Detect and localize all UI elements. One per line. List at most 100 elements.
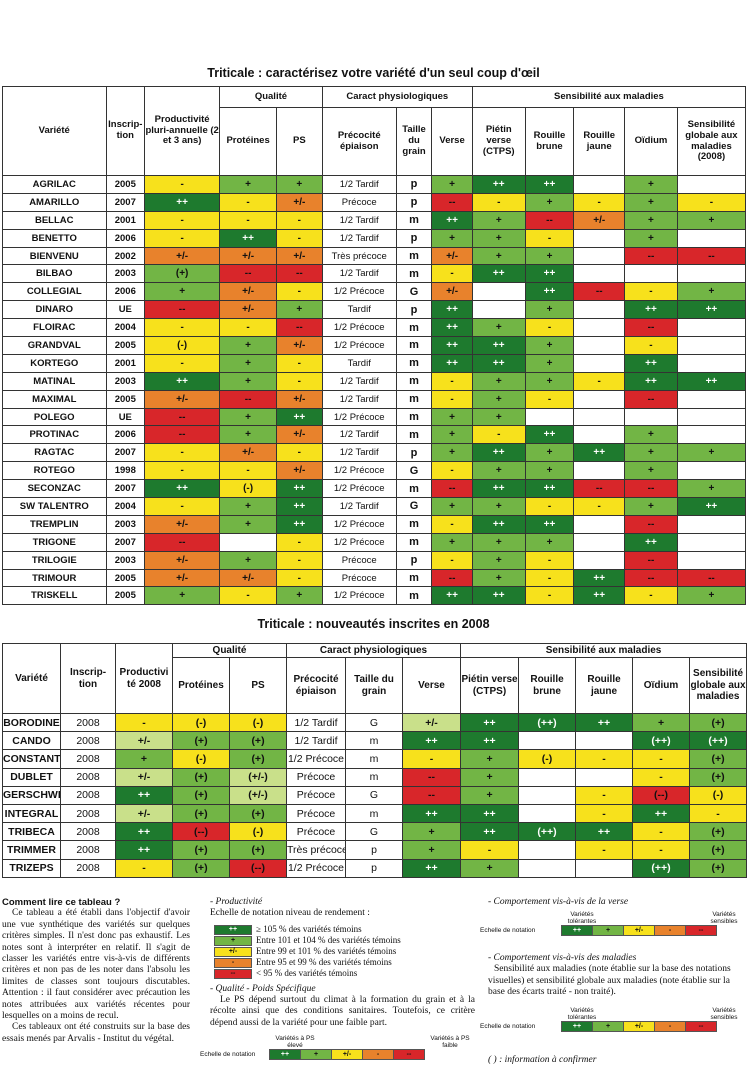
cell-taille: G bbox=[345, 822, 403, 842]
cell-oidium: + bbox=[624, 175, 678, 194]
cell-ps: (--) bbox=[229, 858, 287, 878]
cell-ps: (+) bbox=[229, 803, 287, 824]
cell-pietin: + bbox=[471, 389, 526, 409]
cell-taille: p bbox=[395, 443, 433, 463]
variety-name: BELLAC bbox=[2, 210, 107, 230]
cell-pietin: + bbox=[471, 318, 526, 338]
cell-rouille-jaune bbox=[573, 318, 626, 338]
cell-productivite: - bbox=[115, 712, 173, 733]
cell-pietin: ++ bbox=[471, 353, 526, 373]
cell-precocite: 1/2 Tardif bbox=[321, 175, 397, 194]
cell-proteines: +/- bbox=[219, 568, 277, 588]
scale-box: +/- bbox=[623, 1021, 655, 1032]
cell-taille: m bbox=[395, 389, 433, 409]
scale-box: ++ bbox=[269, 1049, 301, 1060]
variety-name: TRIBECA bbox=[2, 822, 61, 842]
cell-oidium: - bbox=[632, 822, 691, 842]
table-row: TRISKELL 2005 + - +1/2 Précoce m ++ ++ - ++ - + bbox=[2, 586, 747, 606]
cell-ps: - bbox=[276, 228, 323, 248]
cell-productivite: - bbox=[144, 318, 221, 338]
cell-ps: ++ bbox=[276, 407, 323, 427]
cell-taille: m bbox=[345, 803, 403, 824]
variety-name: TRISKELL bbox=[2, 586, 107, 606]
cell-productivite: + bbox=[144, 586, 221, 606]
cell-ps: - bbox=[276, 353, 323, 373]
cell-rouille-jaune bbox=[573, 425, 626, 445]
cell-pietin: ++ bbox=[460, 803, 520, 824]
cell-oidium: ++ bbox=[624, 532, 678, 552]
table-row: BELLAC 2001- - -1/2 Tardif m ++ + -- +/- + + bbox=[2, 210, 747, 230]
header2-inscription: Inscrip-tion bbox=[60, 643, 116, 714]
cell-precocite: Précoce bbox=[321, 568, 397, 588]
variety-table-body: AGRILAC 2005- + +1/2 Tardif p + ++ ++ + AMARILLO 2… bbox=[2, 175, 747, 606]
cell-taille: G bbox=[395, 282, 433, 302]
cell-rouille-jaune: ++ bbox=[573, 443, 626, 463]
cell-precocite: Précoce bbox=[286, 767, 346, 787]
cell-rouille-brune: + bbox=[524, 192, 575, 212]
cell-verse: ++ bbox=[401, 731, 462, 751]
header2-globale: Sensibilité globale aux maladies bbox=[689, 657, 747, 714]
ps-scale: Variétés à PS élevé Variétés à PS faible… bbox=[200, 1035, 480, 1060]
productivity-legend-items: ++ ≥ 105 % des variétés témoins + Entre 101… bbox=[214, 924, 475, 979]
legend-swatch: +/- bbox=[214, 946, 252, 957]
cell-proteines bbox=[219, 532, 277, 552]
cell-ps: - bbox=[276, 443, 323, 463]
cell-precocite: Précoce bbox=[286, 785, 346, 805]
cell-globale: ++ bbox=[676, 300, 747, 320]
scale-box: +/- bbox=[623, 925, 655, 936]
cell-ps: ++ bbox=[276, 497, 323, 516]
cell-proteines: -- bbox=[219, 264, 277, 284]
cell-rouille-jaune bbox=[573, 532, 626, 552]
cell-ps: +/- bbox=[276, 461, 323, 481]
cell-rouille-brune: - bbox=[524, 550, 575, 570]
cell-proteines: - bbox=[219, 318, 277, 338]
cell-oidium: -- bbox=[624, 568, 678, 588]
header-globale: Sensibilité globale aux maladies (2008) bbox=[676, 107, 747, 176]
verse-legend-title: - Comportement vis-à-vis de la verse bbox=[488, 897, 629, 907]
cell-rouille-jaune: - bbox=[575, 785, 634, 805]
disease-legend-text: Sensibilité aux maladies (note établie s… bbox=[488, 964, 731, 998]
cell-taille: G bbox=[345, 785, 403, 805]
cell-ps: (-) bbox=[229, 712, 287, 733]
table-row: CANDO 2008 +/- (+) (+) 1/2 Tardif m ++ ++ (++) (++… bbox=[2, 731, 747, 751]
cell-ps: + bbox=[276, 175, 323, 194]
cell-oidium: ++ bbox=[624, 353, 678, 373]
table2-title: Triticale : nouveautés inscrites en 2008 bbox=[257, 617, 490, 631]
cell-productivite: - bbox=[144, 353, 221, 373]
cell-productivite: ++ bbox=[144, 479, 221, 499]
cell-rouille-brune: -- bbox=[524, 210, 575, 230]
cell-productivite: +/- bbox=[115, 731, 173, 751]
cell-precocite: 1/2 Précoce bbox=[321, 514, 397, 534]
cell-rouille-brune bbox=[518, 803, 577, 824]
cell-rouille-brune: (-) bbox=[518, 749, 577, 769]
cell-globale: -- bbox=[676, 568, 747, 588]
cell-productivite: - bbox=[115, 858, 173, 878]
ps-legend-text: Le PS dépend surtout du climat à la form… bbox=[210, 994, 475, 1028]
header-verse: Verse bbox=[431, 107, 473, 176]
cell-proteines: +/- bbox=[219, 443, 277, 463]
header-rouille-brune: Rouille brune bbox=[524, 107, 575, 176]
cell-pietin: + bbox=[460, 785, 520, 805]
cell-rouille-brune bbox=[524, 407, 575, 427]
cell-rouille-brune: - bbox=[524, 497, 575, 516]
cell-productivite: ++ bbox=[115, 840, 173, 860]
table-row: BORODINE 2008- (-) (-) 1/2 Tardif G +/- ++ (++) +… bbox=[2, 712, 747, 733]
cell-precocite: 1/2 Précoce bbox=[321, 461, 397, 481]
legend-item-text: < 95 % des variétés témoins bbox=[256, 967, 358, 978]
group2-sensibilite: Sensibilité aux maladies bbox=[460, 643, 747, 658]
cell-rouille-jaune: ++ bbox=[573, 568, 626, 588]
cell-rouille-jaune bbox=[573, 514, 626, 534]
comment-paragraph-2: Ces tableaux ont été construits sur la b… bbox=[2, 1022, 190, 1044]
cell-taille: m bbox=[395, 210, 433, 230]
cell-ps: ++ bbox=[276, 479, 323, 499]
table-row: RAGTAC 2007- +/- -1/2 Tardif p + ++ + ++ + + bbox=[2, 443, 747, 463]
inscription-year: 2005 bbox=[105, 568, 146, 588]
header-productivite: Productivité pluri-annuelle (2 et 3 ans) bbox=[144, 86, 221, 176]
ps-legend-title: - Qualité - Poids Spécifique bbox=[210, 983, 316, 994]
cell-ps: +/- bbox=[276, 389, 323, 409]
cell-globale: ++ bbox=[676, 371, 747, 391]
variety-name: GRANDVAL bbox=[2, 336, 107, 355]
cell-productivite: -- bbox=[144, 532, 221, 552]
cell-oidium bbox=[624, 407, 678, 427]
legend-item-text: Entre 101 et 104 % des variétés témoins bbox=[256, 934, 401, 945]
